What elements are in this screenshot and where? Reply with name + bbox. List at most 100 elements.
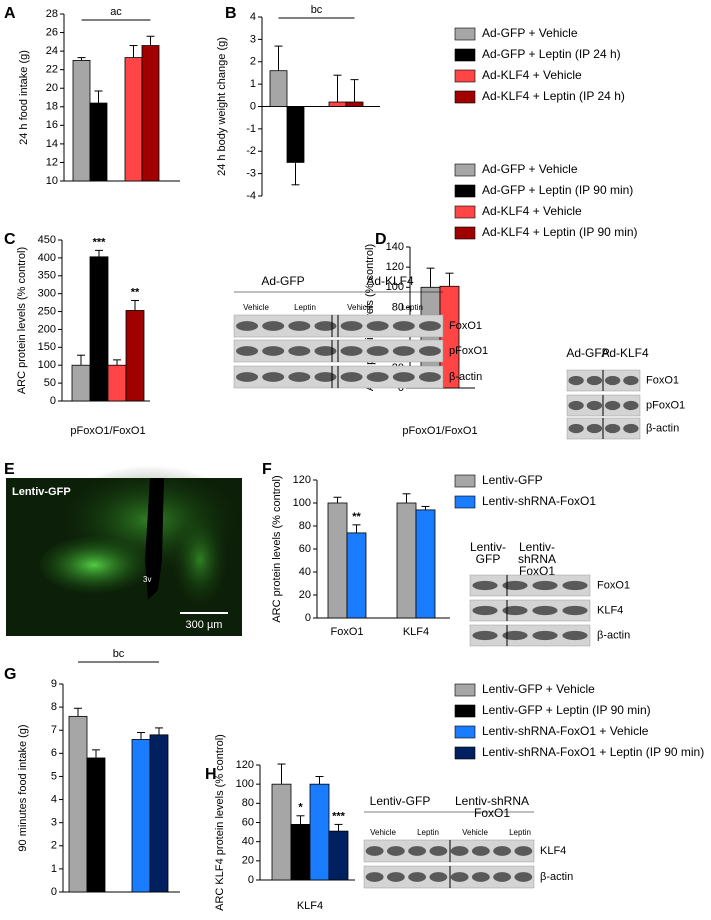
blot-group-label: FoxO1 <box>519 564 555 578</box>
bracket-label: bc <box>311 4 323 16</box>
legend-swatch <box>454 683 476 697</box>
micrograph: Lentiv-GFP 3v 300 µm <box>6 465 245 636</box>
panel-letter: A <box>4 5 16 22</box>
y-tick-label: -2 <box>246 145 256 157</box>
y-axis-label: 90 minutes food intake (g) <box>17 724 29 851</box>
legend-swatch <box>454 474 476 488</box>
scale-label: 300 µm <box>186 619 223 631</box>
blot-row-label: pFoxO1 <box>449 345 488 357</box>
blot-group-label: Lentiv- <box>470 540 506 554</box>
legend-label: Ad-GFP + Leptin (IP 90 min) <box>482 183 633 197</box>
y-tick-label: 1 <box>250 78 256 90</box>
legend-label: Lentiv-GFP + Leptin (IP 90 min) <box>482 703 651 717</box>
bar <box>89 256 109 402</box>
blot-row-label: β-actin <box>646 422 679 434</box>
blot-band <box>314 321 337 331</box>
legend-label: Lentiv-GFP <box>482 473 543 487</box>
blot-band <box>586 423 603 434</box>
ventricle-label: 3v <box>143 575 151 584</box>
tissue-glow <box>170 510 230 610</box>
legend-label: Ad-KLF4 + Vehicle <box>482 204 582 218</box>
blot-band <box>236 346 259 356</box>
blot-lane-label: Leptin <box>294 303 316 312</box>
blot-band <box>236 321 259 331</box>
y-tick-label: 10 <box>46 175 58 187</box>
blot-row <box>469 574 591 597</box>
blot-band <box>288 321 311 331</box>
y-tick-label: 3 <box>250 33 256 45</box>
blot-band <box>366 372 389 382</box>
ventricle <box>145 478 164 600</box>
bar <box>89 102 108 182</box>
blot-band <box>314 346 337 356</box>
bar <box>327 502 348 619</box>
bar <box>415 509 436 619</box>
blot-row-label: FoxO1 <box>646 374 679 386</box>
legend-label: Ad-GFP + Vehicle <box>482 162 578 176</box>
blot-group-label: shRNA <box>518 552 556 566</box>
legend-swatch <box>454 184 476 198</box>
image-label: Lentiv-GFP <box>12 486 71 498</box>
significance-label: * <box>298 802 303 814</box>
y-tick-label: -3 <box>246 168 256 180</box>
blot-group-label: Ad-GFP <box>566 346 609 360</box>
legend-label: Ad-KLF4 + Vehicle <box>482 68 582 82</box>
y-tick-label: 14 <box>46 138 58 150</box>
y-tick-label: 5 <box>51 770 57 782</box>
y-tick-label: 22 <box>46 64 58 76</box>
legend-swatch <box>454 27 476 41</box>
blot-group-label: Lentiv-GFP <box>370 794 431 808</box>
legend-swatch <box>454 48 476 62</box>
significance-label: ** <box>131 286 140 298</box>
y-tick-label: 9 <box>51 678 57 690</box>
bar <box>131 739 151 893</box>
bar <box>328 830 349 881</box>
y-tick-label: 140 <box>386 241 404 253</box>
bar <box>396 502 417 619</box>
y-tick-label: 100 <box>293 497 311 509</box>
blot-band <box>314 372 337 382</box>
blot-row-label: pFoxO1 <box>646 399 685 411</box>
y-tick-label: 4 <box>51 793 57 805</box>
legend-label: Ad-GFP + Vehicle <box>482 26 578 40</box>
blot-lane-label: Leptin <box>401 303 423 312</box>
blot-row <box>363 865 535 889</box>
y-tick-label: 6 <box>51 747 57 759</box>
y-tick-label: 0 <box>305 612 311 624</box>
x-tick-label: pFoxO1/FoxO1 <box>70 425 145 437</box>
blot-band <box>562 630 588 641</box>
legend-swatch <box>454 704 476 718</box>
blot-lane-label: Vehicle <box>370 828 396 837</box>
blot-band <box>604 375 621 386</box>
blot-band <box>623 400 639 411</box>
y-tick-label: 40 <box>242 836 254 848</box>
blot-group-label: GFP <box>476 552 501 566</box>
bar <box>286 106 305 163</box>
y-tick-label: 24 <box>46 45 58 57</box>
blot-band <box>366 346 389 356</box>
y-tick-label: -1 <box>246 123 256 135</box>
panel-letter: F <box>262 461 272 478</box>
blot-band <box>623 375 639 386</box>
y-tick-label: 450 <box>38 234 56 246</box>
bar <box>71 364 91 402</box>
y-tick-label: 7 <box>51 724 57 736</box>
blot-row-label: KLF4 <box>597 604 623 616</box>
y-tick-label: 20 <box>46 82 58 94</box>
blot-band <box>623 423 639 434</box>
bar <box>271 783 292 881</box>
y-tick-label: 120 <box>236 759 254 771</box>
blot-band <box>392 346 415 356</box>
blot-band <box>262 321 285 331</box>
blot-band <box>386 872 405 882</box>
y-tick-label: 20 <box>242 855 254 867</box>
y-tick-label: 100 <box>386 281 404 293</box>
blot-band <box>429 872 448 882</box>
blot-band <box>532 630 558 641</box>
blot-band <box>418 346 441 356</box>
panel-letter: G <box>4 666 16 683</box>
x-tick-label: FoxO1 <box>330 626 363 638</box>
blot-band <box>568 375 584 386</box>
legend-swatch <box>454 69 476 83</box>
bar <box>72 59 91 182</box>
